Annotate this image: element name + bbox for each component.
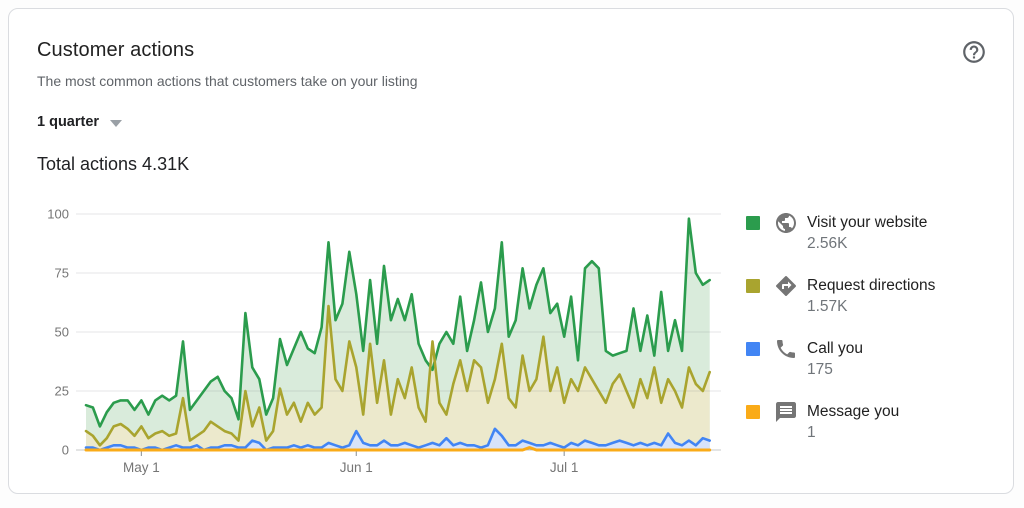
line-call-you — [84, 427, 712, 452]
line-visit-your-website — [84, 217, 712, 428]
globe-icon — [774, 211, 798, 235]
card-subtitle: The most common actions that customers t… — [37, 73, 418, 89]
y-axis-label: 75 — [55, 266, 69, 281]
message-icon — [774, 400, 798, 424]
legend-label: Request directions — [807, 277, 936, 294]
x-axis-label: Jun 1 — [340, 460, 373, 475]
total-actions-label: Total actions 4.31K — [37, 154, 190, 174]
y-axis-label: 100 — [47, 207, 69, 222]
legend-value: 2.56K — [807, 235, 848, 252]
legend-label: Message you — [807, 403, 900, 420]
y-axis-label: 50 — [55, 325, 69, 340]
dropdown-arrow-icon — [110, 119, 123, 127]
area-request-directions — [86, 306, 710, 450]
legend-swatch-messages — [746, 405, 760, 419]
y-axis-label: 0 — [62, 443, 69, 458]
period-selector-value: 1 quarter — [37, 114, 100, 130]
legend-value: 175 — [807, 361, 833, 378]
legend-label: Call you — [807, 340, 863, 357]
help-circle-icon — [963, 41, 985, 63]
legend-swatch-website — [746, 216, 760, 230]
legend-value: 1.57K — [807, 298, 848, 315]
page-title: Customer actions — [37, 39, 195, 61]
directions-icon — [774, 274, 798, 298]
legend-item-visit-website: Visit your website 2.56K — [746, 212, 935, 255]
period-selector[interactable]: 1 quarter — [37, 114, 123, 130]
legend-item-request-directions: Request directions 1.57K — [746, 275, 935, 318]
phone-icon — [774, 337, 798, 361]
customer-actions-card: Customer actions The most common actions… — [8, 8, 1014, 494]
help-icon[interactable] — [961, 39, 987, 65]
x-axis-label: May 1 — [123, 460, 160, 475]
line-request-directions — [84, 304, 712, 447]
legend-swatch-calls — [746, 342, 760, 356]
legend-swatch-directions — [746, 279, 760, 293]
legend-item-message-you: Message you 1 — [746, 401, 935, 444]
legend-item-call-you: Call you 175 — [746, 338, 935, 381]
chart-legend: Visit your website 2.56K Request directi… — [746, 212, 935, 464]
legend-value: 1 — [807, 424, 816, 441]
legend-label: Visit your website — [807, 214, 928, 231]
actions-chart: 0 25 50 75 100 May 1 Jun 1 Jul 1 — [47, 207, 721, 475]
line-message-you — [84, 446, 712, 452]
x-axis-label: Jul 1 — [550, 460, 579, 475]
y-axis-label: 25 — [55, 384, 69, 399]
